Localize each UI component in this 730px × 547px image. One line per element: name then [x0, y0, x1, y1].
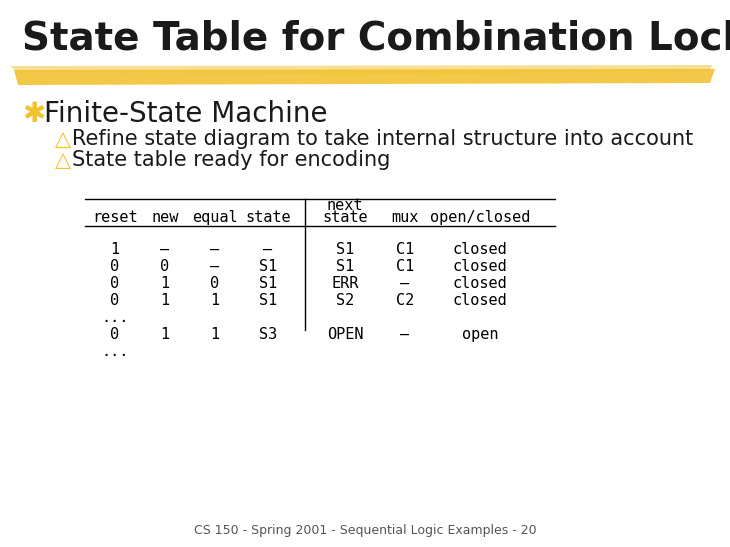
Text: △: △: [55, 129, 71, 149]
Text: closed: closed: [453, 259, 507, 274]
Text: closed: closed: [453, 242, 507, 257]
Text: CS 150 - Spring 2001 - Sequential Logic Examples - 20: CS 150 - Spring 2001 - Sequential Logic …: [193, 524, 537, 537]
Text: △: △: [55, 150, 71, 170]
Text: –: –: [161, 242, 169, 257]
Text: C1: C1: [396, 259, 414, 274]
Polygon shape: [14, 69, 715, 85]
Text: state: state: [245, 210, 291, 225]
Text: 0: 0: [110, 327, 120, 342]
Text: –: –: [264, 242, 272, 257]
Text: 1: 1: [110, 242, 120, 257]
Text: State Table for Combination Lock: State Table for Combination Lock: [22, 20, 730, 58]
Text: open: open: [462, 327, 499, 342]
Text: 1: 1: [161, 327, 169, 342]
Text: new: new: [151, 210, 179, 225]
Text: –: –: [210, 259, 220, 274]
Text: 1: 1: [210, 327, 220, 342]
Text: OPEN: OPEN: [327, 327, 364, 342]
Text: Finite-State Machine: Finite-State Machine: [44, 100, 328, 128]
Text: –: –: [401, 276, 410, 291]
Text: State table ready for encoding: State table ready for encoding: [72, 150, 391, 170]
Text: 0: 0: [110, 276, 120, 291]
Text: ✱: ✱: [22, 100, 45, 128]
Text: 0: 0: [210, 276, 220, 291]
Text: 0: 0: [110, 259, 120, 274]
Text: ERR: ERR: [331, 276, 358, 291]
Text: 0: 0: [110, 293, 120, 308]
Text: C1: C1: [396, 242, 414, 257]
Polygon shape: [10, 65, 712, 74]
Text: S1: S1: [259, 293, 277, 308]
Text: S1: S1: [259, 259, 277, 274]
Text: C2: C2: [396, 293, 414, 308]
Text: S2: S2: [336, 293, 354, 308]
Text: S1: S1: [336, 242, 354, 257]
Text: S1: S1: [336, 259, 354, 274]
Text: 1: 1: [210, 293, 220, 308]
Text: reset: reset: [92, 210, 138, 225]
Text: state: state: [322, 210, 368, 225]
Text: –: –: [210, 242, 220, 257]
Text: –: –: [401, 327, 410, 342]
Text: next: next: [327, 198, 364, 213]
Text: Refine state diagram to take internal structure into account: Refine state diagram to take internal st…: [72, 129, 694, 149]
Text: open/closed: open/closed: [430, 210, 530, 225]
Text: mux: mux: [391, 210, 419, 225]
Text: 0: 0: [161, 259, 169, 274]
Text: ...: ...: [101, 344, 128, 359]
Text: S1: S1: [259, 276, 277, 291]
Text: closed: closed: [453, 293, 507, 308]
Text: closed: closed: [453, 276, 507, 291]
Text: 1: 1: [161, 276, 169, 291]
Text: ...: ...: [101, 310, 128, 325]
Text: equal: equal: [192, 210, 238, 225]
Text: S3: S3: [259, 327, 277, 342]
Text: 1: 1: [161, 293, 169, 308]
